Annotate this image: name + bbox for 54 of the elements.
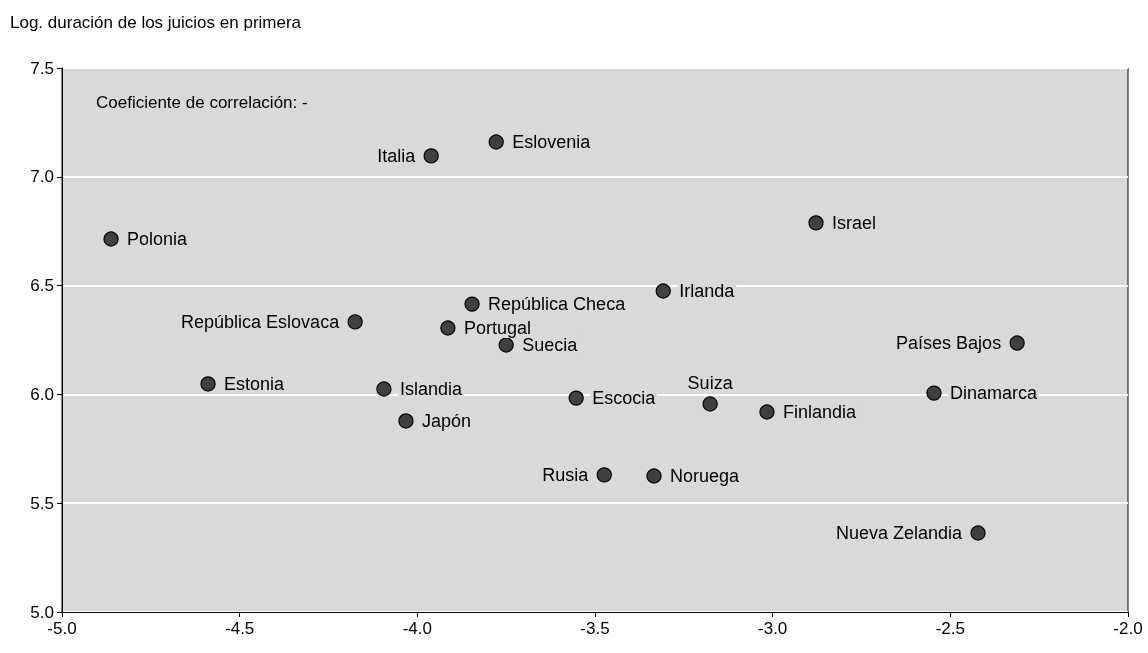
point: [808, 215, 824, 231]
y-tick-label: 7.0: [30, 167, 54, 187]
annotation: Estonia: [224, 373, 286, 394]
annotation: Coeficiente de correlación: -: [96, 93, 308, 112]
annotation: Rusia: [542, 464, 590, 485]
point: [464, 296, 480, 312]
annotation: Suiza: [687, 372, 734, 393]
point: [759, 404, 775, 420]
annotation: República Eslovaca: [181, 311, 341, 332]
x-tick-label: -2.0: [1113, 619, 1143, 638]
annotation: Israel: [832, 212, 877, 233]
annotation: Noruega: [669, 466, 741, 486]
annotation: Polonia: [127, 229, 189, 250]
annotation: Portugal: [463, 318, 531, 339]
point: [423, 148, 439, 164]
x-tick-label: -3.5: [580, 619, 610, 638]
y-tick-label: 6.5: [30, 276, 54, 296]
x-tick-label: -2.5: [935, 619, 965, 638]
annotation: Nueva Zelandia: [835, 523, 964, 544]
annotation: Irlanda: [679, 281, 736, 302]
point: [926, 385, 942, 401]
y-tick-label: 5.5: [30, 493, 54, 513]
x-tick-label: -5.0: [47, 619, 77, 638]
annotation: República Checa: [488, 294, 627, 315]
point: [103, 231, 119, 247]
point: [1009, 335, 1025, 351]
y-tick-label: 6.0: [30, 384, 54, 404]
point: [596, 467, 612, 483]
point: [440, 320, 456, 336]
point: [488, 134, 504, 150]
annotation: Eslovenia: [512, 131, 592, 152]
x-tick-label: -4.5: [225, 619, 255, 638]
annotation: Italia: [377, 145, 417, 166]
point: [498, 337, 514, 353]
y-axis-title: Log. duración de los juicios en primera: [10, 13, 302, 32]
y-tick-label: 5.0: [30, 602, 54, 622]
point: [347, 314, 363, 330]
y-tick-label: 7.5: [30, 58, 54, 78]
annotation: Japón: [421, 410, 472, 431]
point: [655, 283, 671, 299]
point: [376, 381, 392, 397]
point: [702, 396, 718, 412]
point: [646, 468, 662, 484]
annotation: Escocia: [592, 388, 657, 409]
x-tick-label: -3.0: [758, 619, 788, 638]
annotation: Islandia: [399, 378, 463, 399]
annotation: Dinamarca: [949, 383, 1039, 404]
annotation: Países Bajos: [896, 333, 1002, 354]
x-tick-label: -4.0: [402, 619, 432, 638]
point: [398, 413, 414, 429]
point: [200, 376, 216, 392]
point: [568, 390, 584, 406]
point: [970, 525, 986, 541]
annotation: Finlandia: [782, 402, 858, 423]
